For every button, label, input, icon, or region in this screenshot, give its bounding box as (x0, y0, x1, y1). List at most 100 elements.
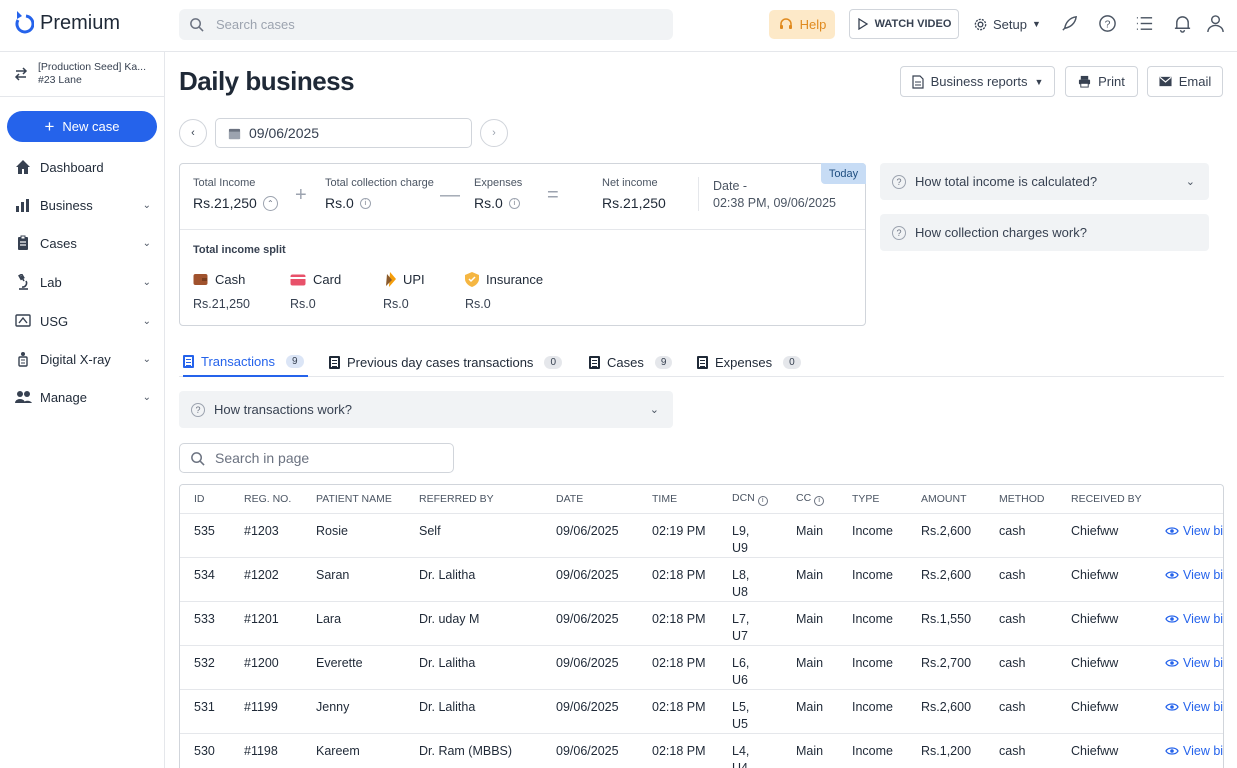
info-icon[interactable]: i (508, 197, 520, 209)
new-case-button[interactable]: + New case (7, 111, 157, 142)
brand-logo[interactable]: Premium (12, 10, 120, 36)
calendar-icon (228, 128, 241, 139)
tab-transactions[interactable]: Transactions 9 (183, 348, 308, 377)
collapse-toggle-icon[interactable]: ⌃ (262, 195, 278, 211)
cell-type: Income (838, 557, 907, 602)
minus-operator: — (440, 184, 460, 206)
tab-label: Previous day cases transactions (347, 355, 534, 370)
collection-charge-label: Total collection charge (325, 177, 434, 189)
cell-date: 09/06/2025 (542, 513, 638, 558)
column-header-label: CC (796, 492, 812, 504)
search-cases-input[interactable] (216, 17, 656, 32)
cell-patient: Kareem (302, 733, 405, 768)
view-bill-label: View bill (1183, 655, 1224, 670)
view-bill-link[interactable]: View bill (1165, 523, 1223, 540)
business-reports-label: Business reports (930, 74, 1028, 89)
cell-dcn: L6, U6 (718, 645, 782, 690)
help-button[interactable]: Help (769, 10, 835, 39)
search-in-page-input[interactable] (215, 450, 435, 466)
cell-actions: View bill (1151, 557, 1223, 602)
sidebar-item-usg[interactable]: USG ⌄ (0, 306, 165, 336)
top-bar: Premium Help WATCH VIDEO Setup ▼ ? (0, 0, 1237, 52)
chevron-down-icon: ⌄ (649, 404, 659, 416)
chevron-right-icon: › (492, 127, 496, 139)
cell-reg: #1199 (230, 689, 302, 734)
tab-count: 0 (544, 356, 562, 369)
info-icon[interactable]: i (359, 197, 371, 209)
view-bill-link[interactable]: View bill (1165, 655, 1224, 672)
list-icon[interactable] (1133, 12, 1155, 34)
faq-total-income[interactable]: ? How total income is calculated? ⌄ (880, 163, 1209, 200)
sidebar-item-dashboard[interactable]: Dashboard (0, 152, 165, 182)
split-insurance-label: Insurance (486, 272, 544, 287)
watch-video-button[interactable]: WATCH VIDEO (849, 9, 959, 39)
view-bill-link[interactable]: View bill (1165, 699, 1223, 716)
tab-expenses[interactable]: Expenses 0 (697, 348, 801, 377)
cell-actions: View bill (1151, 513, 1223, 558)
print-button[interactable]: Print (1065, 66, 1138, 97)
cell-date: 09/06/2025 (542, 601, 638, 646)
sidebar-item-business[interactable]: Business ⌄ (0, 190, 165, 220)
column-header (1151, 485, 1223, 514)
cell-cc: Main (782, 601, 838, 646)
sidebar-item-manage[interactable]: Manage ⌄ (0, 382, 165, 412)
column-header-cc: CC i (782, 485, 838, 514)
date-time-value: 02:38 PM, 09/06/2025 (713, 196, 837, 210)
chevron-down-icon: ⌄ (142, 353, 151, 365)
headset-icon (779, 17, 792, 29)
sidebar-item-digital-xray[interactable]: Digital X-ray ⌄ (0, 344, 165, 374)
bell-icon[interactable] (1171, 12, 1193, 34)
view-bill-link[interactable]: View bill (1165, 567, 1223, 584)
cell-type: Income (838, 689, 907, 734)
new-case-label: New case (62, 119, 120, 134)
tab-previous-day-cases[interactable]: Previous day cases transactions 0 (329, 348, 562, 377)
email-button[interactable]: Email (1147, 66, 1223, 97)
user-icon[interactable] (1204, 12, 1226, 34)
workspace-switcher[interactable]: [Production Seed] Ka... #23 Lane (0, 52, 165, 97)
rocket-icon[interactable] (1058, 12, 1080, 34)
date-picker-input[interactable]: 09/06/2025 (215, 118, 472, 148)
sidebar-item-lab[interactable]: Lab ⌄ (0, 267, 165, 297)
chevron-down-icon: ⌄ (142, 391, 151, 403)
cell-amount: Rs.2,600 (907, 689, 985, 734)
home-icon (14, 158, 32, 176)
previous-date-button[interactable]: ‹ (179, 119, 207, 147)
setup-menu-button[interactable]: Setup ▼ (973, 10, 1041, 38)
split-card-value: Rs.0 (290, 297, 316, 311)
next-date-button[interactable]: › (480, 119, 508, 147)
view-bill-link[interactable]: View bill (1165, 611, 1223, 628)
faq-collection-charges[interactable]: ? How collection charges work? (880, 214, 1209, 251)
cell-date: 09/06/2025 (542, 557, 638, 602)
sidebar-item-cases[interactable]: Cases ⌄ (0, 228, 165, 258)
cell-amount: Rs.2,700 (907, 645, 985, 690)
cell-method: cash (985, 733, 1057, 768)
cell-reg: #1201 (230, 601, 302, 646)
brand-name: Premium (40, 11, 121, 34)
envelope-icon (1159, 76, 1172, 87)
question-icon[interactable]: ? (1096, 12, 1118, 34)
info-icon[interactable]: i (757, 495, 768, 506)
cell-id: 532 (180, 645, 230, 690)
tab-cases[interactable]: Cases 9 (589, 348, 673, 377)
sidebar-item-label: Cases (40, 235, 77, 251)
gear-icon (974, 18, 987, 30)
table-header-row: ID REG. NO. PATIENT NAME REFERRED BY DAT… (180, 485, 1223, 514)
faq-transactions[interactable]: ? How transactions work? ⌄ (179, 391, 673, 428)
date-label: Date - (713, 179, 748, 193)
help-label: Help (799, 17, 827, 32)
column-header: REG. NO. (230, 485, 302, 514)
info-icon[interactable]: i (814, 495, 825, 506)
view-bill-link[interactable]: View bill (1165, 743, 1223, 760)
cell-time: 02:18 PM (638, 645, 718, 690)
cell-amount: Rs.2,600 (907, 557, 985, 602)
document-icon (912, 74, 924, 89)
cell-date: 09/06/2025 (542, 645, 638, 690)
global-search[interactable] (179, 9, 673, 40)
setup-label: Setup (993, 16, 1027, 32)
cell-patient: Saran (302, 557, 405, 602)
page-search[interactable] (179, 443, 454, 473)
business-reports-button[interactable]: Business reports ▼ (900, 66, 1055, 97)
cell-reg: #1198 (230, 733, 302, 768)
cell-patient: Jenny (302, 689, 405, 734)
sidebar-item-label: Dashboard (40, 159, 104, 175)
